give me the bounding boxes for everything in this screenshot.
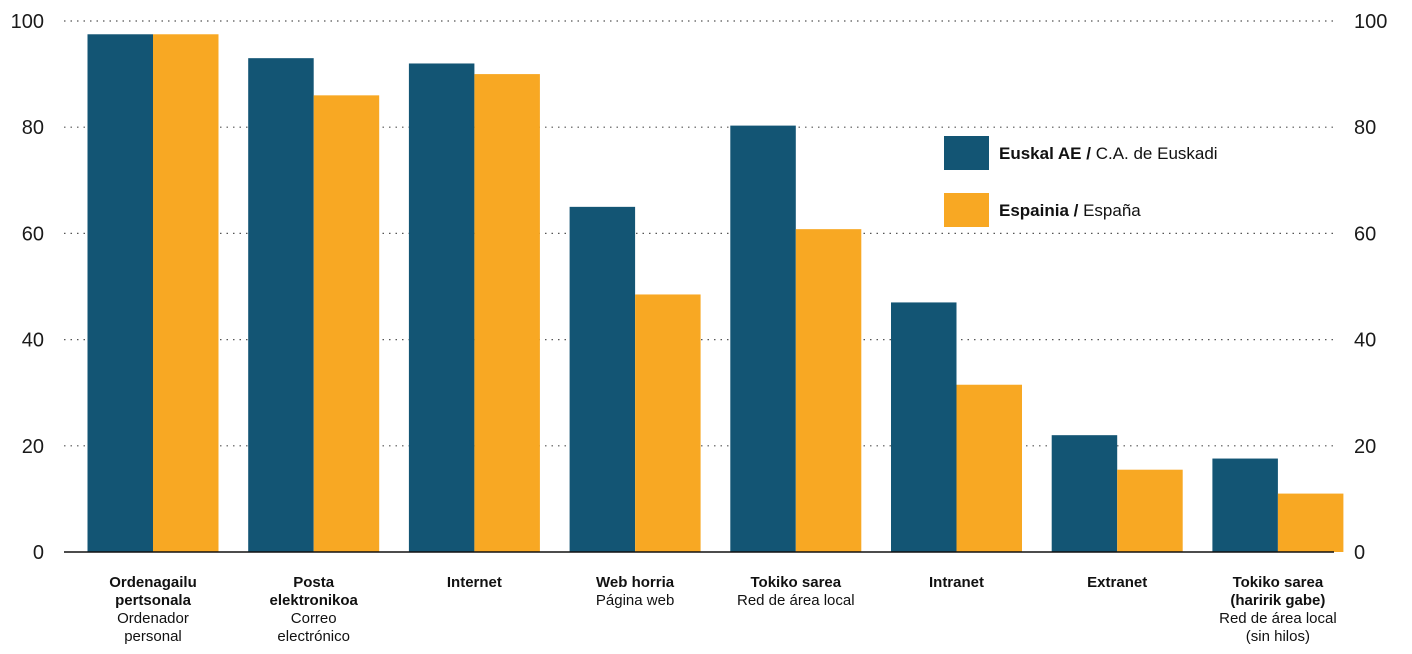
- bar-espainia: [635, 294, 701, 552]
- y-tick-label-right: 60: [1354, 223, 1376, 245]
- bar-euskal-ae: [1212, 458, 1278, 552]
- x-category-label: Internet: [447, 574, 502, 591]
- bar-espainia: [1277, 493, 1344, 552]
- bar-espainia: [795, 229, 862, 553]
- x-category-sublabel: Ordenador: [117, 610, 189, 627]
- x-category-label: (haririk gabe): [1230, 592, 1325, 609]
- bar-euskal-ae: [408, 63, 475, 552]
- y-axis-right: 0 20 40 60 80 100: [1354, 11, 1387, 564]
- x-category-label: Web horria: [596, 574, 675, 591]
- bar-espainia: [1117, 469, 1183, 552]
- x-category-label: Extranet: [1087, 574, 1147, 591]
- bar-euskal-ae: [891, 302, 957, 552]
- y-tick-label-left: 40: [22, 330, 44, 352]
- x-category-label: Tokiko sarea: [1233, 574, 1324, 591]
- y-tick-label-left: 20: [22, 436, 44, 458]
- legend-swatch-euskal-ae: [944, 136, 989, 170]
- bar-espainia: [313, 95, 380, 552]
- x-category-sublabel: Red de área local: [1219, 610, 1337, 627]
- x-category-label: Intranet: [929, 574, 984, 591]
- x-category-sublabel: Página web: [596, 592, 674, 609]
- bar-espainia: [153, 34, 219, 552]
- x-category-sublabel: personal: [124, 628, 182, 645]
- x-category-label: Ordenagailu: [109, 574, 197, 591]
- y-tick-label-right: 40: [1354, 330, 1376, 352]
- legend-label: Euskal AE / C.A. de Euskadi: [999, 144, 1218, 163]
- y-tick-label-left: 100: [11, 11, 44, 33]
- x-category-sublabel: Correo: [291, 610, 337, 627]
- x-category-sublabel: Red de área local: [737, 592, 855, 609]
- y-tick-label-right: 0: [1354, 542, 1365, 564]
- bar-euskal-ae: [730, 125, 796, 553]
- x-category-label: elektronikoa: [270, 592, 359, 609]
- x-category-sublabel: (sin hilos): [1246, 628, 1310, 645]
- legend-swatch-espainia: [944, 193, 989, 227]
- y-tick-label-right: 80: [1354, 117, 1376, 139]
- bar-euskal-ae: [248, 58, 314, 553]
- bar-euskal-ae: [569, 206, 636, 552]
- y-tick-label-left: 60: [22, 223, 44, 245]
- legend-label: Espainia / España: [999, 201, 1141, 220]
- bar-euskal-ae: [87, 34, 153, 552]
- y-axis-left: 0 20 40 60 80 100: [11, 11, 44, 564]
- y-tick-label-right: 100: [1354, 11, 1387, 33]
- x-category-sublabel: electrónico: [277, 628, 350, 645]
- y-tick-label-left: 80: [22, 117, 44, 139]
- y-tick-label-left: 0: [33, 542, 44, 564]
- y-tick-label-right: 20: [1354, 436, 1376, 458]
- x-category-label: Tokiko sarea: [750, 574, 841, 591]
- x-category-label: Posta: [293, 574, 335, 591]
- legend: Euskal AE / C.A. de Euskadi Espainia / Es…: [944, 136, 1218, 227]
- bars: [87, 34, 1344, 553]
- bar-espainia: [474, 74, 540, 552]
- x-category-label: pertsonala: [115, 592, 192, 609]
- bar-euskal-ae: [1051, 435, 1118, 552]
- bar-espainia: [956, 384, 1022, 552]
